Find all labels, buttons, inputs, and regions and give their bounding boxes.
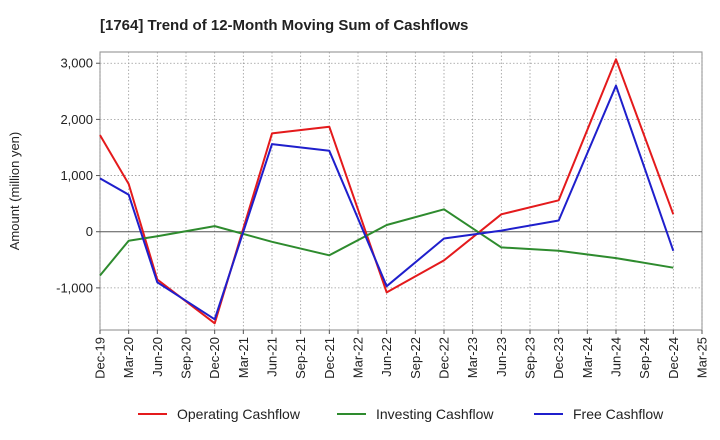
series-line-operating-cashflow (99, 58, 675, 325)
x-tick-label: Sep-24 (637, 337, 652, 379)
y-tick-label: 1,000 (60, 168, 93, 183)
x-tick-label: Dec-21 (322, 337, 337, 379)
x-tick-label: Dec-24 (666, 337, 681, 379)
x-tick-label: Mar-22 (351, 337, 366, 378)
x-tick-label: Dec-23 (551, 337, 566, 379)
x-tick-label: Dec-22 (437, 337, 452, 379)
series-line-free-cashflow (99, 84, 675, 321)
x-tick-label: Sep-22 (408, 337, 423, 379)
y-tick-label: -1,000 (56, 280, 93, 295)
plot-area: -1,000 0 1,000 2,000 3,000 Dec-19 Mar-20 Jun-20… (56, 51, 710, 379)
chart-title: [1764] Trend of 12-Month Moving Sum of C… (100, 17, 468, 34)
x-tick-label: Mar-25 (695, 337, 710, 378)
x-tick-label: Jun-24 (609, 337, 624, 377)
legend-label: Free Cashflow (573, 406, 664, 422)
x-tick-label: Jun-20 (150, 337, 165, 377)
y-tick-label: 0 (86, 224, 93, 239)
x-tick-label: Dec-20 (207, 337, 222, 379)
series-line-investing-cashflow (99, 208, 674, 277)
x-tick-label: Mar-21 (236, 337, 251, 378)
y-tick-label: 2,000 (60, 112, 93, 127)
x-tick-label: Sep-20 (179, 337, 194, 379)
x-tick-label: Sep-23 (523, 337, 538, 379)
x-tick-label: Mar-20 (121, 337, 136, 378)
x-tick-label: Jun-22 (379, 337, 394, 377)
legend-label: Operating Cashflow (177, 406, 301, 422)
legend: Operating Cashflow Investing Cashflow Free… (138, 406, 664, 422)
x-tick-label: Jun-21 (265, 337, 280, 377)
y-tick-label: 3,000 (60, 56, 93, 71)
y-axis-label: Amount (million yen) (7, 132, 22, 251)
x-tick-label: Mar-24 (580, 337, 595, 378)
x-tick-label: Jun-23 (494, 337, 509, 377)
x-tick-label: Mar-23 (465, 337, 480, 378)
legend-label: Investing Cashflow (376, 406, 494, 422)
x-tick-label: Sep-21 (293, 337, 308, 379)
x-tick-label: Dec-19 (93, 337, 108, 379)
